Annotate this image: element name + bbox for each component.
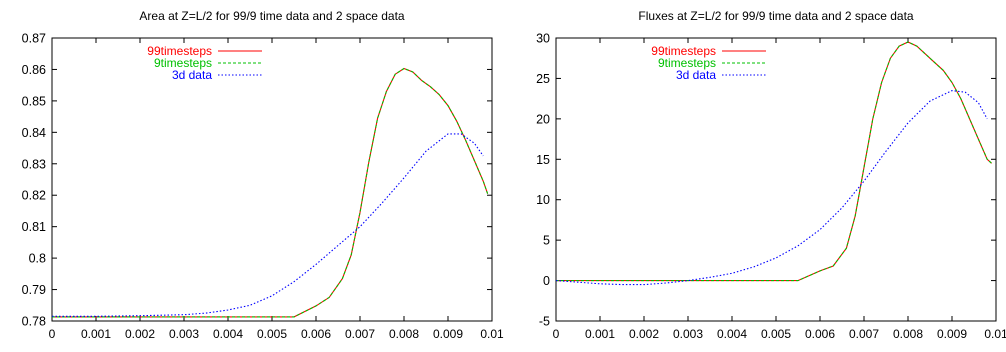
y-tick-label: 30 [536, 32, 550, 46]
x-tick-label: 0.008 [893, 327, 923, 341]
y-tick-label: 0.82 [22, 189, 46, 203]
x-tick-label: 0.007 [345, 327, 375, 341]
x-tick-label: 0.002 [125, 327, 155, 341]
y-tick-label: 0.83 [22, 157, 46, 171]
legend-label-1: 99timesteps [651, 44, 716, 58]
series-line-3 [52, 133, 484, 317]
y-tick-label: 5 [543, 234, 550, 248]
x-tick-label: 0.005 [257, 327, 287, 341]
x-tick-label: 0.002 [629, 327, 659, 341]
chart-title: Area at Z=L/2 for 99/9 time data and 2 s… [139, 9, 404, 23]
x-tick-label: 0.01 [984, 327, 1006, 341]
y-tick-label: 0.85 [22, 94, 46, 108]
series-line-2 [52, 67, 489, 318]
legend-label-3: 3d data [676, 68, 716, 82]
y-tick-label: 0.8 [29, 252, 46, 266]
y-tick-label: 0.84 [22, 126, 46, 140]
x-tick-label: 0.008 [389, 327, 419, 341]
series-line-1 [52, 67, 489, 318]
series-line-2 [556, 41, 992, 282]
series-line-3 [555, 90, 988, 286]
x-tick-label: 0.005 [761, 327, 791, 341]
x-tick-label: 0.004 [213, 327, 243, 341]
chart-panel-1: Area at Z=L/2 for 99/9 time data and 2 s… [22, 9, 504, 341]
chart-title: Fluxes at Z=L/2 for 99/9 time data and 2… [638, 9, 913, 23]
x-tick-label: 0.003 [673, 327, 703, 341]
chart-panel-2: Fluxes at Z=L/2 for 99/9 time data and 2… [536, 9, 1006, 341]
y-tick-label: -5 [539, 315, 550, 329]
x-tick-label: 0.01 [480, 327, 504, 341]
y-tick-label: 0.79 [22, 283, 46, 297]
x-tick-label: 0.004 [717, 327, 747, 341]
legend-label-2: 9timesteps [658, 56, 716, 70]
x-tick-label: 0.007 [849, 327, 879, 341]
y-tick-label: 0.81 [22, 220, 46, 234]
series-line-1 [556, 41, 992, 282]
x-tick-label: 0.009 [937, 327, 967, 341]
y-tick-label: 10 [536, 193, 550, 207]
legend-label-1: 99timesteps [147, 44, 212, 58]
x-tick-label: 0.006 [301, 327, 331, 341]
y-tick-label: 25 [536, 72, 550, 86]
x-tick-label: 0 [553, 327, 560, 341]
y-tick-label: 20 [536, 112, 550, 126]
y-tick-label: 0.86 [22, 63, 46, 77]
y-tick-label: 0.78 [22, 315, 46, 329]
x-tick-label: 0.003 [169, 327, 199, 341]
y-tick-label: 0.87 [22, 32, 46, 46]
x-tick-label: 0.006 [805, 327, 835, 341]
x-tick-label: 0 [49, 327, 56, 341]
x-tick-label: 0.001 [81, 327, 111, 341]
legend-label-2: 9timesteps [154, 56, 212, 70]
y-tick-label: 15 [536, 153, 550, 167]
x-tick-label: 0.009 [433, 327, 463, 341]
plot-frame [51, 37, 493, 322]
x-tick-label: 0.001 [585, 327, 615, 341]
y-tick-label: 0 [543, 274, 550, 288]
plot-frame [555, 37, 997, 322]
legend-label-3: 3d data [172, 68, 212, 82]
